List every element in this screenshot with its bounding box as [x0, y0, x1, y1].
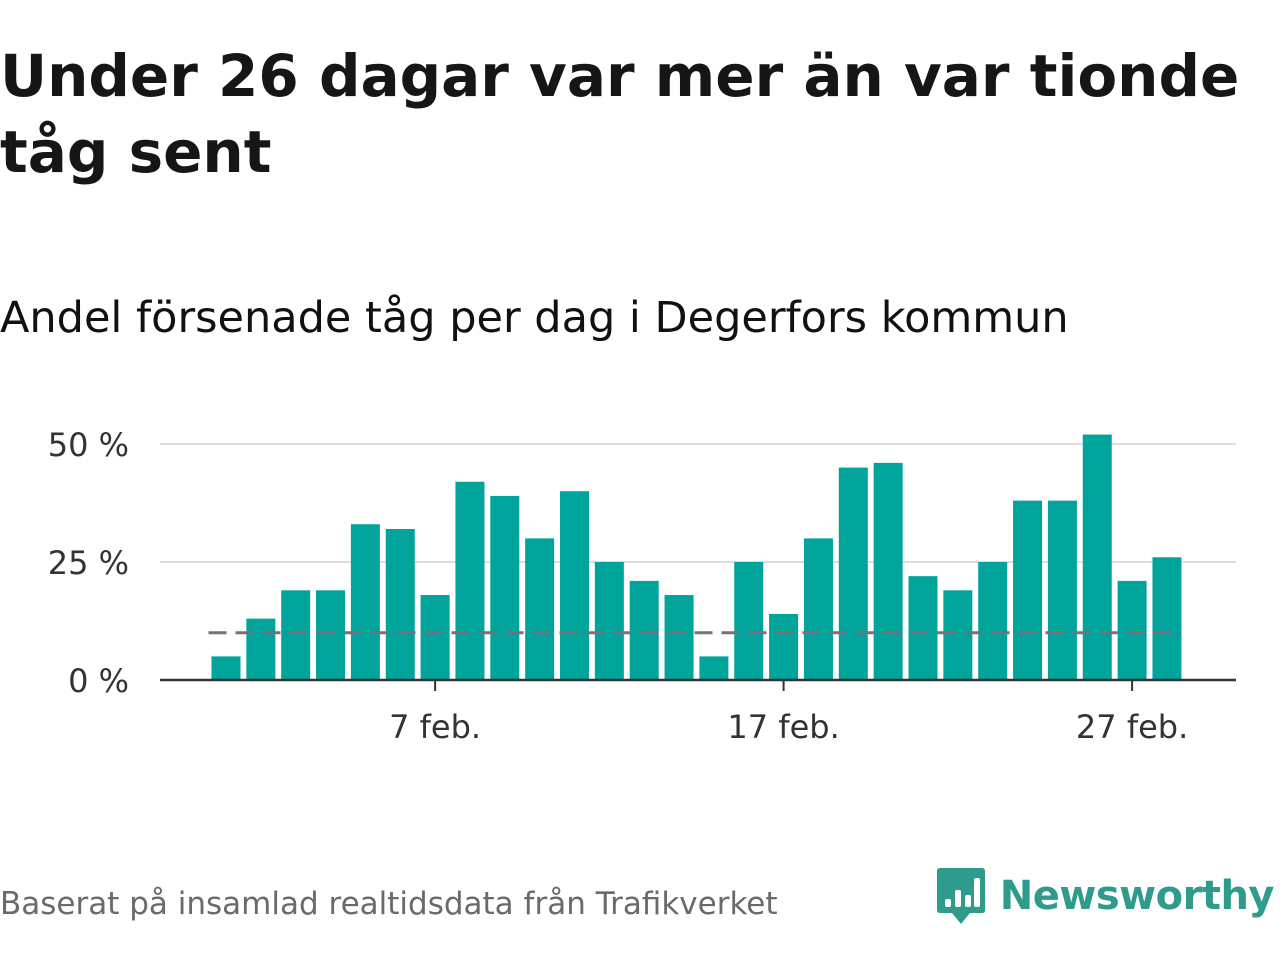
x-axis — [160, 678, 1236, 691]
bar: 2024-02-27: 21 % — [1117, 580, 1147, 680]
brand: Newsworthy — [936, 864, 1275, 928]
x-axis-labels: 7 feb. 17 feb. 27 feb. — [389, 708, 1188, 746]
bar: 2024-02-10: 30 % — [525, 538, 555, 680]
bar: 2024-02-08: 42 % — [455, 481, 485, 680]
chart-title: Under 26 dagar var mer än var tionde tåg… — [0, 42, 1240, 186]
bar: 2024-02-22: 19 % — [943, 590, 973, 680]
x-tick-label: 17 feb. — [727, 708, 839, 746]
bar: 2024-02-13: 21 % — [629, 580, 659, 680]
bar: 2024-02-04: 19 % — [316, 590, 346, 680]
bar: 2024-02-12: 25 % — [594, 562, 624, 680]
y-axis-labels: 0 % 25 % 50 % — [48, 426, 129, 700]
bar: 2024-02-25: 38 % — [1047, 500, 1077, 680]
bar: 2024-02-24: 38 % — [1013, 500, 1043, 680]
bar: 2024-02-11: 40 % — [560, 491, 589, 680]
bar: 2024-02-05: 33 % — [350, 524, 380, 680]
bar: 2024-02-23: 25 % — [978, 562, 1008, 680]
y-tick-label: 25 % — [48, 544, 129, 582]
y-tick-label: 0 % — [68, 662, 129, 700]
bar: 2024-02-21: 22 % — [908, 576, 938, 680]
bar: 2024-02-09: 39 % — [490, 495, 520, 680]
bar: 2024-02-19: 45 % — [838, 467, 868, 680]
y-tick-label: 50 % — [48, 426, 129, 464]
bar: 2024-02-14: 18 % — [664, 595, 694, 680]
brand-name: Newsworthy — [999, 873, 1275, 919]
bar: 2024-02-15: 5 % — [699, 656, 729, 680]
newsworthy-logo-icon — [936, 868, 985, 924]
bar: 2024-02-07: 18 % — [420, 595, 450, 680]
x-tick-label: 7 feb. — [389, 708, 481, 746]
bar: 2024-02-06: 32 % — [385, 528, 415, 680]
bar: 2024-02-18: 30 % — [803, 538, 833, 680]
bar: 2024-02-17: 14 % — [769, 613, 799, 680]
bar: 2024-02-01: 5 % — [211, 656, 241, 680]
source-note: Baserat på insamlad realtidsdata från Tr… — [0, 886, 778, 922]
bar: 2024-02-28: 26 % — [1152, 557, 1182, 680]
bar: 2024-02-03: 19 % — [281, 590, 311, 680]
bar: 2024-02-26: 52 % — [1082, 434, 1112, 680]
chart-subtitle: Andel försenade tåg per dag i Degerfors … — [0, 293, 1069, 343]
bar: 2024-02-16: 25 % — [734, 562, 764, 680]
grid-lines — [160, 443, 1236, 563]
bars: 2024-02-01: 5 %2024-02-02: 13 %2024-02-0… — [211, 434, 1182, 680]
bar: 2024-02-20: 46 % — [873, 462, 903, 680]
bar: 2024-02-02: 13 % — [246, 618, 276, 680]
x-tick-label: 27 feb. — [1076, 708, 1188, 746]
